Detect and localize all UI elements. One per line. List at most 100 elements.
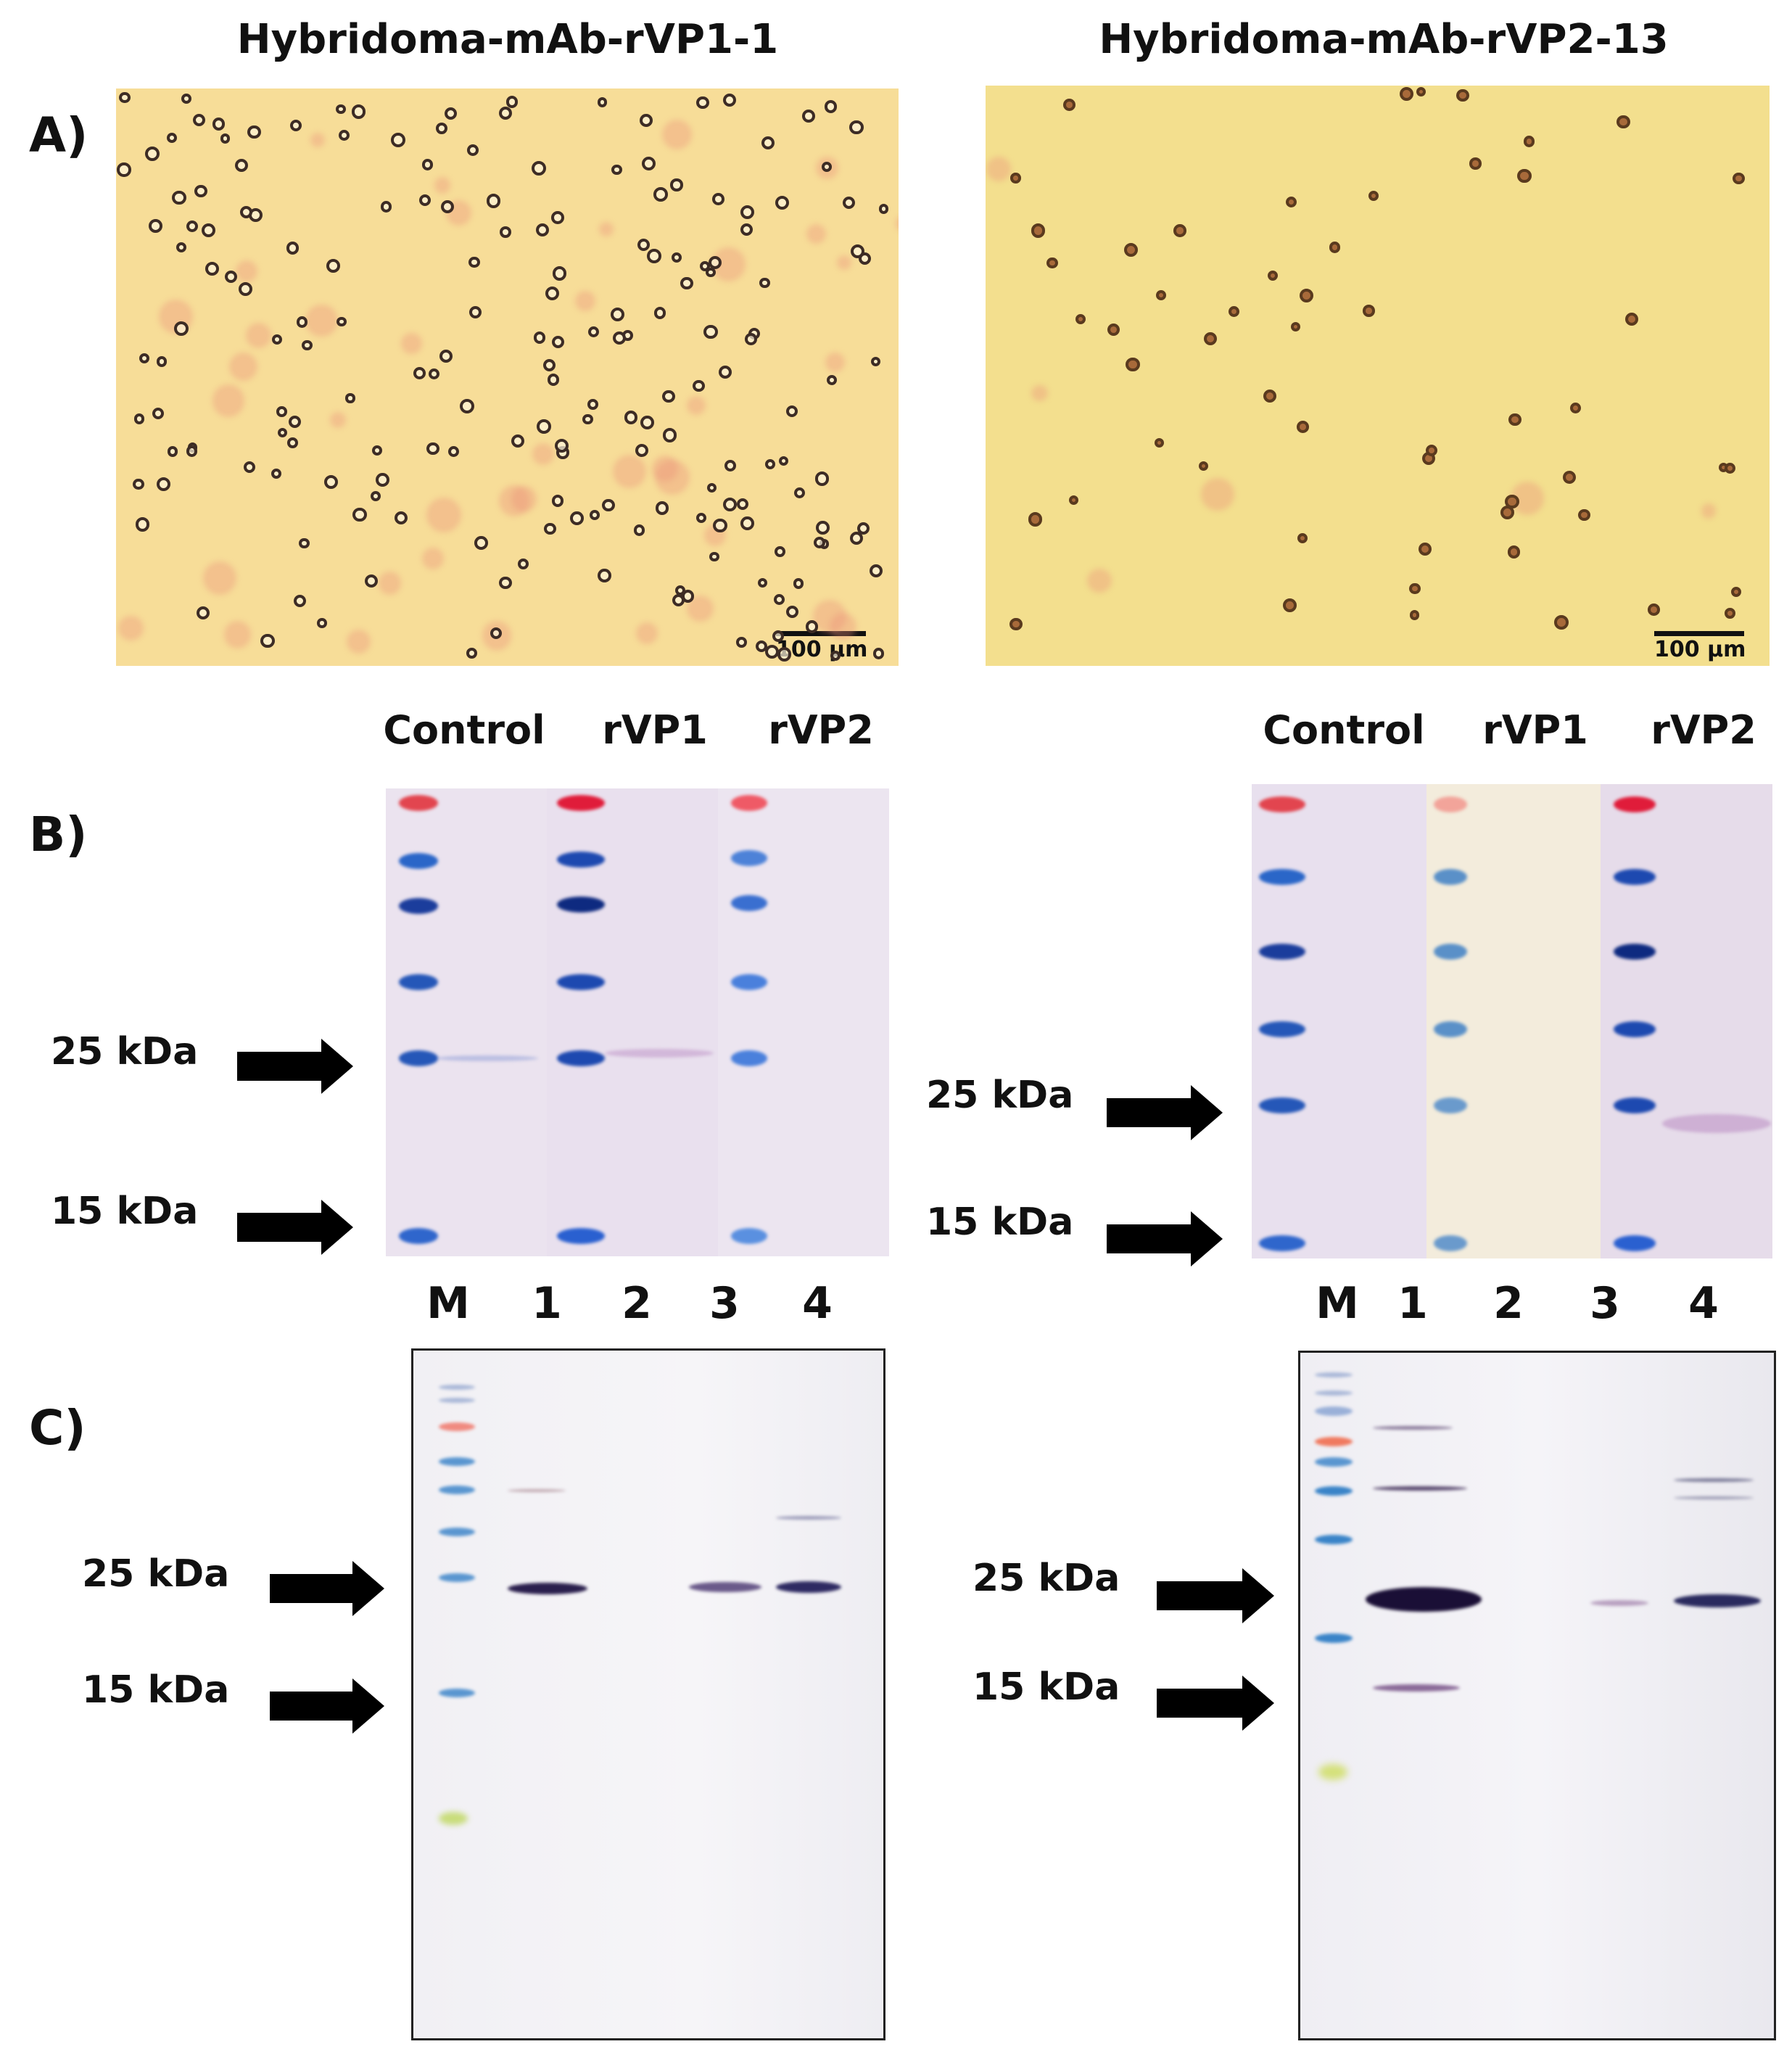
lane-label-1: 1 [1397, 1278, 1428, 1329]
cell [500, 226, 511, 238]
marker-band [1315, 1436, 1353, 1446]
cell [336, 104, 346, 115]
cell [286, 242, 300, 255]
pink-spot [245, 322, 272, 349]
cell [602, 498, 615, 512]
cell [736, 498, 749, 511]
faint-band [1674, 1478, 1754, 1482]
cell [706, 482, 717, 493]
pink-spot [118, 615, 144, 641]
cell [1263, 389, 1277, 403]
cell [785, 605, 799, 619]
pink-spot [635, 622, 658, 645]
cell [551, 211, 565, 225]
cell [532, 160, 547, 176]
cell [709, 255, 722, 269]
western-blot-b-right [1252, 784, 1772, 1258]
cell [157, 356, 168, 367]
kda-label-25: 25 kDa [926, 1074, 1074, 1117]
faint-band [605, 1049, 714, 1058]
marker-band [557, 897, 605, 912]
marker-band [1259, 944, 1305, 960]
cell [1563, 471, 1577, 484]
cell [1517, 168, 1532, 184]
membrane-strip [1300, 1353, 1774, 2038]
pink-spot [434, 177, 451, 194]
cell [220, 133, 231, 144]
cell [703, 324, 718, 339]
cell [1283, 598, 1297, 612]
cell [878, 204, 889, 214]
cell [655, 501, 669, 515]
cell [1416, 86, 1426, 96]
cell [761, 136, 775, 150]
pink-spot [598, 222, 614, 237]
cell [671, 252, 682, 263]
pink-spot [1201, 477, 1234, 511]
faint-band [1590, 1600, 1648, 1606]
cell [1031, 223, 1046, 238]
cell [611, 308, 625, 322]
cell [740, 223, 753, 236]
membrane-strip [1252, 784, 1426, 1258]
marker-band [1315, 1486, 1353, 1496]
cell [1724, 462, 1736, 474]
western-blot-b-left [386, 788, 889, 1256]
cell [167, 446, 178, 457]
lane-label-4: 4 [802, 1278, 833, 1329]
marker-band [731, 1050, 767, 1066]
marker-band [399, 1050, 438, 1066]
cell [296, 316, 308, 328]
pink-spot [235, 260, 257, 282]
cell [695, 513, 707, 524]
cell [827, 374, 838, 385]
cell [212, 118, 226, 131]
cell [181, 94, 191, 104]
cell [545, 286, 559, 300]
cell [144, 147, 160, 162]
pink-spot [305, 304, 338, 337]
marker-band [1614, 1097, 1656, 1113]
cell [323, 474, 338, 489]
marker-band [439, 1486, 475, 1494]
pink-spot [401, 333, 422, 354]
panel-label-c: C) [29, 1400, 86, 1456]
marker-band [399, 974, 438, 990]
cell [662, 390, 675, 403]
cell [490, 627, 502, 639]
title-right: Hybridoma-mAb-rVP2-13 [1099, 16, 1669, 63]
cell [849, 531, 863, 545]
micrograph-right: 100 µm [986, 86, 1770, 666]
marker-band [731, 850, 767, 866]
marker-band [439, 1457, 475, 1466]
cell [641, 156, 656, 170]
cell [518, 559, 529, 570]
lane-label-2: 2 [1493, 1278, 1524, 1329]
cell [149, 218, 162, 233]
cell [597, 97, 608, 108]
marker-band [557, 1050, 605, 1066]
cell [117, 162, 131, 177]
cell [1508, 413, 1521, 427]
cell [224, 270, 237, 283]
cell [193, 114, 206, 127]
cell [1267, 270, 1279, 281]
cell [773, 594, 785, 606]
column-label-rvp1: rVP1 [602, 707, 708, 753]
protein-band [508, 1583, 587, 1594]
marker-band [557, 795, 605, 811]
cell [1107, 324, 1120, 337]
cell [271, 468, 282, 479]
pink-spot [378, 572, 402, 595]
cell [365, 574, 379, 588]
membrane-strip [1426, 784, 1601, 1258]
cell [551, 495, 564, 507]
cell [793, 487, 806, 499]
pink-spot [212, 384, 244, 417]
pink-spot [1087, 569, 1112, 593]
marker-band [731, 895, 767, 911]
cell [276, 405, 287, 417]
cell [1155, 437, 1165, 448]
cell [336, 316, 347, 327]
scale-bar-label: 100 µm [776, 637, 868, 662]
